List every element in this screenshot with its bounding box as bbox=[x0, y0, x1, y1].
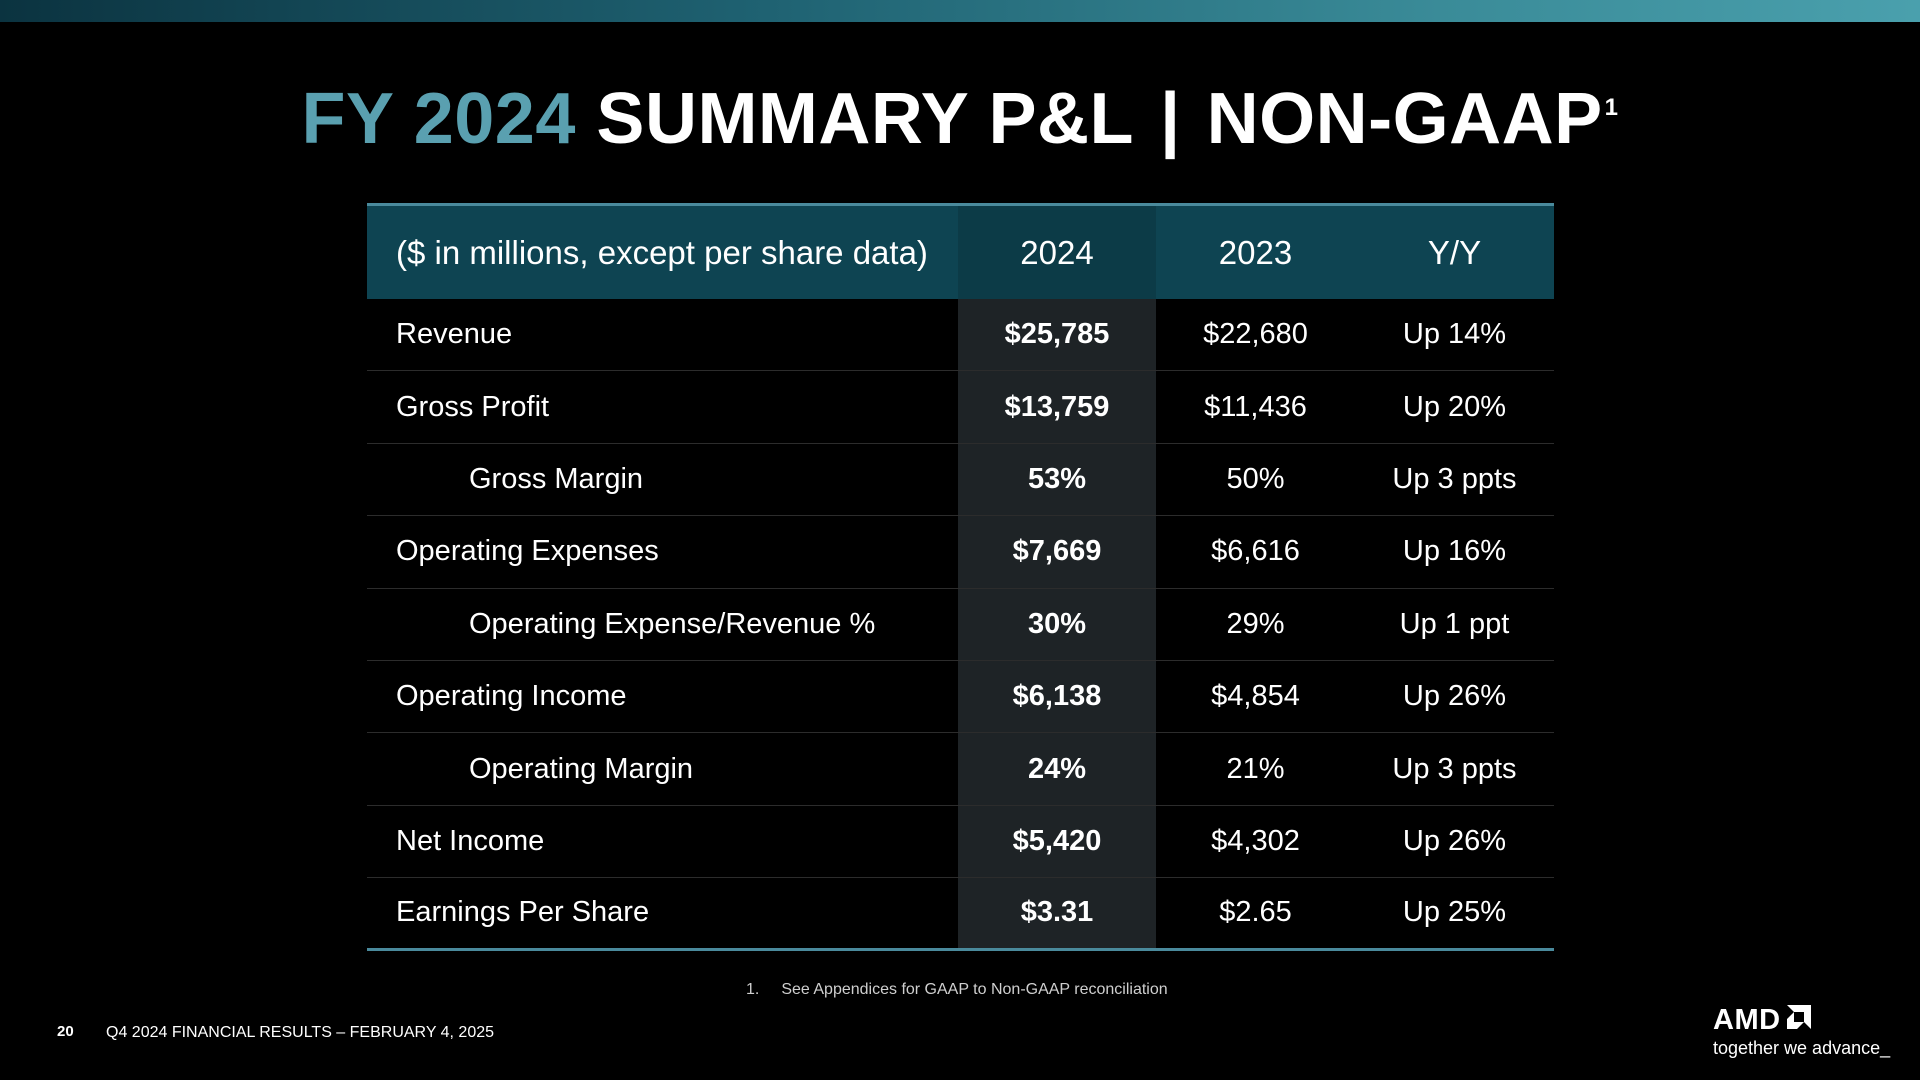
slide-title: FY 2024 SUMMARY P&L | NON-GAAP1 bbox=[0, 78, 1920, 160]
value-2024: 30% bbox=[958, 588, 1156, 660]
value-2024: $6,138 bbox=[958, 660, 1156, 733]
page-number: 20 bbox=[57, 1023, 74, 1040]
top-accent-bar bbox=[0, 0, 1920, 22]
value-2024: $13,759 bbox=[958, 371, 1156, 443]
value-yy: Up 26% bbox=[1402, 680, 1507, 713]
table-row: Net Income $5,420 $4,302 Up 26% bbox=[367, 805, 1554, 879]
value-yy: Up 20% bbox=[1402, 390, 1507, 423]
row-label: Gross Margin bbox=[469, 462, 644, 495]
footnote-number: 1. bbox=[746, 981, 760, 998]
value-2023: $22,680 bbox=[1203, 318, 1308, 351]
table-row: Operating Expense/Revenue % 30% 29% Up 1… bbox=[367, 588, 1554, 661]
title-main: SUMMARY P&L bbox=[596, 79, 1134, 159]
row-label: Revenue bbox=[396, 318, 513, 351]
value-2023: $6,616 bbox=[1211, 535, 1300, 568]
header-yy: Y/Y bbox=[1427, 233, 1482, 271]
value-yy: Up 25% bbox=[1402, 896, 1507, 929]
value-yy: Up 16% bbox=[1402, 535, 1507, 568]
row-label: Operating Margin bbox=[469, 752, 694, 785]
value-2023: $11,436 bbox=[1204, 390, 1307, 423]
logo-wordmark: AMD bbox=[1713, 1004, 1903, 1037]
row-label: Net Income bbox=[396, 824, 545, 857]
amd-logo: AMD together we advance_ bbox=[1713, 1004, 1903, 1059]
value-2024: 24% bbox=[958, 733, 1156, 805]
table-row: Operating Expenses $7,669 $6,616 Up 16% bbox=[367, 516, 1554, 589]
value-2024: $25,785 bbox=[958, 299, 1156, 371]
row-label: Gross Profit bbox=[396, 390, 550, 423]
table-row: Earnings Per Share $3.31 $2.65 Up 25% bbox=[367, 878, 1554, 951]
pl-summary-table: ($ in millions, except per share data) 2… bbox=[367, 203, 1554, 951]
row-label: Operating Expense/Revenue % bbox=[469, 607, 876, 640]
table-row: Gross Profit $13,759 $11,436 Up 20% bbox=[367, 371, 1554, 444]
footer-text: Q4 2024 FINANCIAL RESULTS – FEBRUARY 4, … bbox=[106, 1024, 495, 1041]
value-2023: $4,302 bbox=[1211, 824, 1300, 857]
header-2024: 2024 bbox=[958, 206, 1156, 299]
table-row: Operating Income $6,138 $4,854 Up 26% bbox=[367, 660, 1554, 734]
value-yy: Up 3 ppts bbox=[1392, 462, 1517, 495]
header-2023: 2023 bbox=[1218, 233, 1293, 271]
value-2023: 29% bbox=[1226, 607, 1285, 640]
table-row: Gross Margin 53% 50% Up 3 ppts bbox=[367, 443, 1554, 517]
title-suffix: NON-GAAP bbox=[1206, 79, 1603, 159]
title-separator: | bbox=[1159, 79, 1181, 159]
value-yy: Up 1 ppt bbox=[1399, 607, 1510, 640]
value-2023: 50% bbox=[1226, 462, 1285, 495]
logo-wordmark-text: AMD bbox=[1713, 1004, 1781, 1036]
logo-tagline: together we advance_ bbox=[1713, 1038, 1891, 1058]
value-yy: Up 3 ppts bbox=[1392, 752, 1517, 785]
title-accent: FY 2024 bbox=[301, 79, 576, 159]
title-footnote-marker: 1 bbox=[1604, 94, 1619, 121]
footnote: 1. See Appendices for GAAP to Non-GAAP re… bbox=[746, 981, 1168, 999]
table-row: Revenue $25,785 $22,680 Up 14% bbox=[367, 299, 1554, 372]
value-2024: $7,669 bbox=[958, 516, 1156, 588]
value-2023: 21% bbox=[1226, 752, 1285, 785]
row-label: Operating Expenses bbox=[396, 535, 659, 568]
footnote-text: See Appendices for GAAP to Non-GAAP reco… bbox=[781, 981, 1168, 998]
value-yy: Up 14% bbox=[1402, 318, 1507, 351]
header-description: ($ in millions, except per share data) bbox=[396, 233, 928, 271]
row-label: Earnings Per Share bbox=[396, 896, 650, 929]
table-header: ($ in millions, except per share data) 2… bbox=[367, 203, 1554, 299]
table-row: Operating Margin 24% 21% Up 3 ppts bbox=[367, 733, 1554, 806]
value-2023: $2.65 bbox=[1219, 896, 1292, 929]
value-2024: $3.31 bbox=[958, 878, 1156, 948]
value-2024: 53% bbox=[958, 443, 1156, 516]
value-yy: Up 26% bbox=[1402, 824, 1507, 857]
amd-arrow-icon bbox=[1785, 1004, 1811, 1037]
value-2023: $4,854 bbox=[1211, 680, 1300, 713]
value-2024: $5,420 bbox=[958, 805, 1156, 878]
row-label: Operating Income bbox=[396, 680, 627, 713]
